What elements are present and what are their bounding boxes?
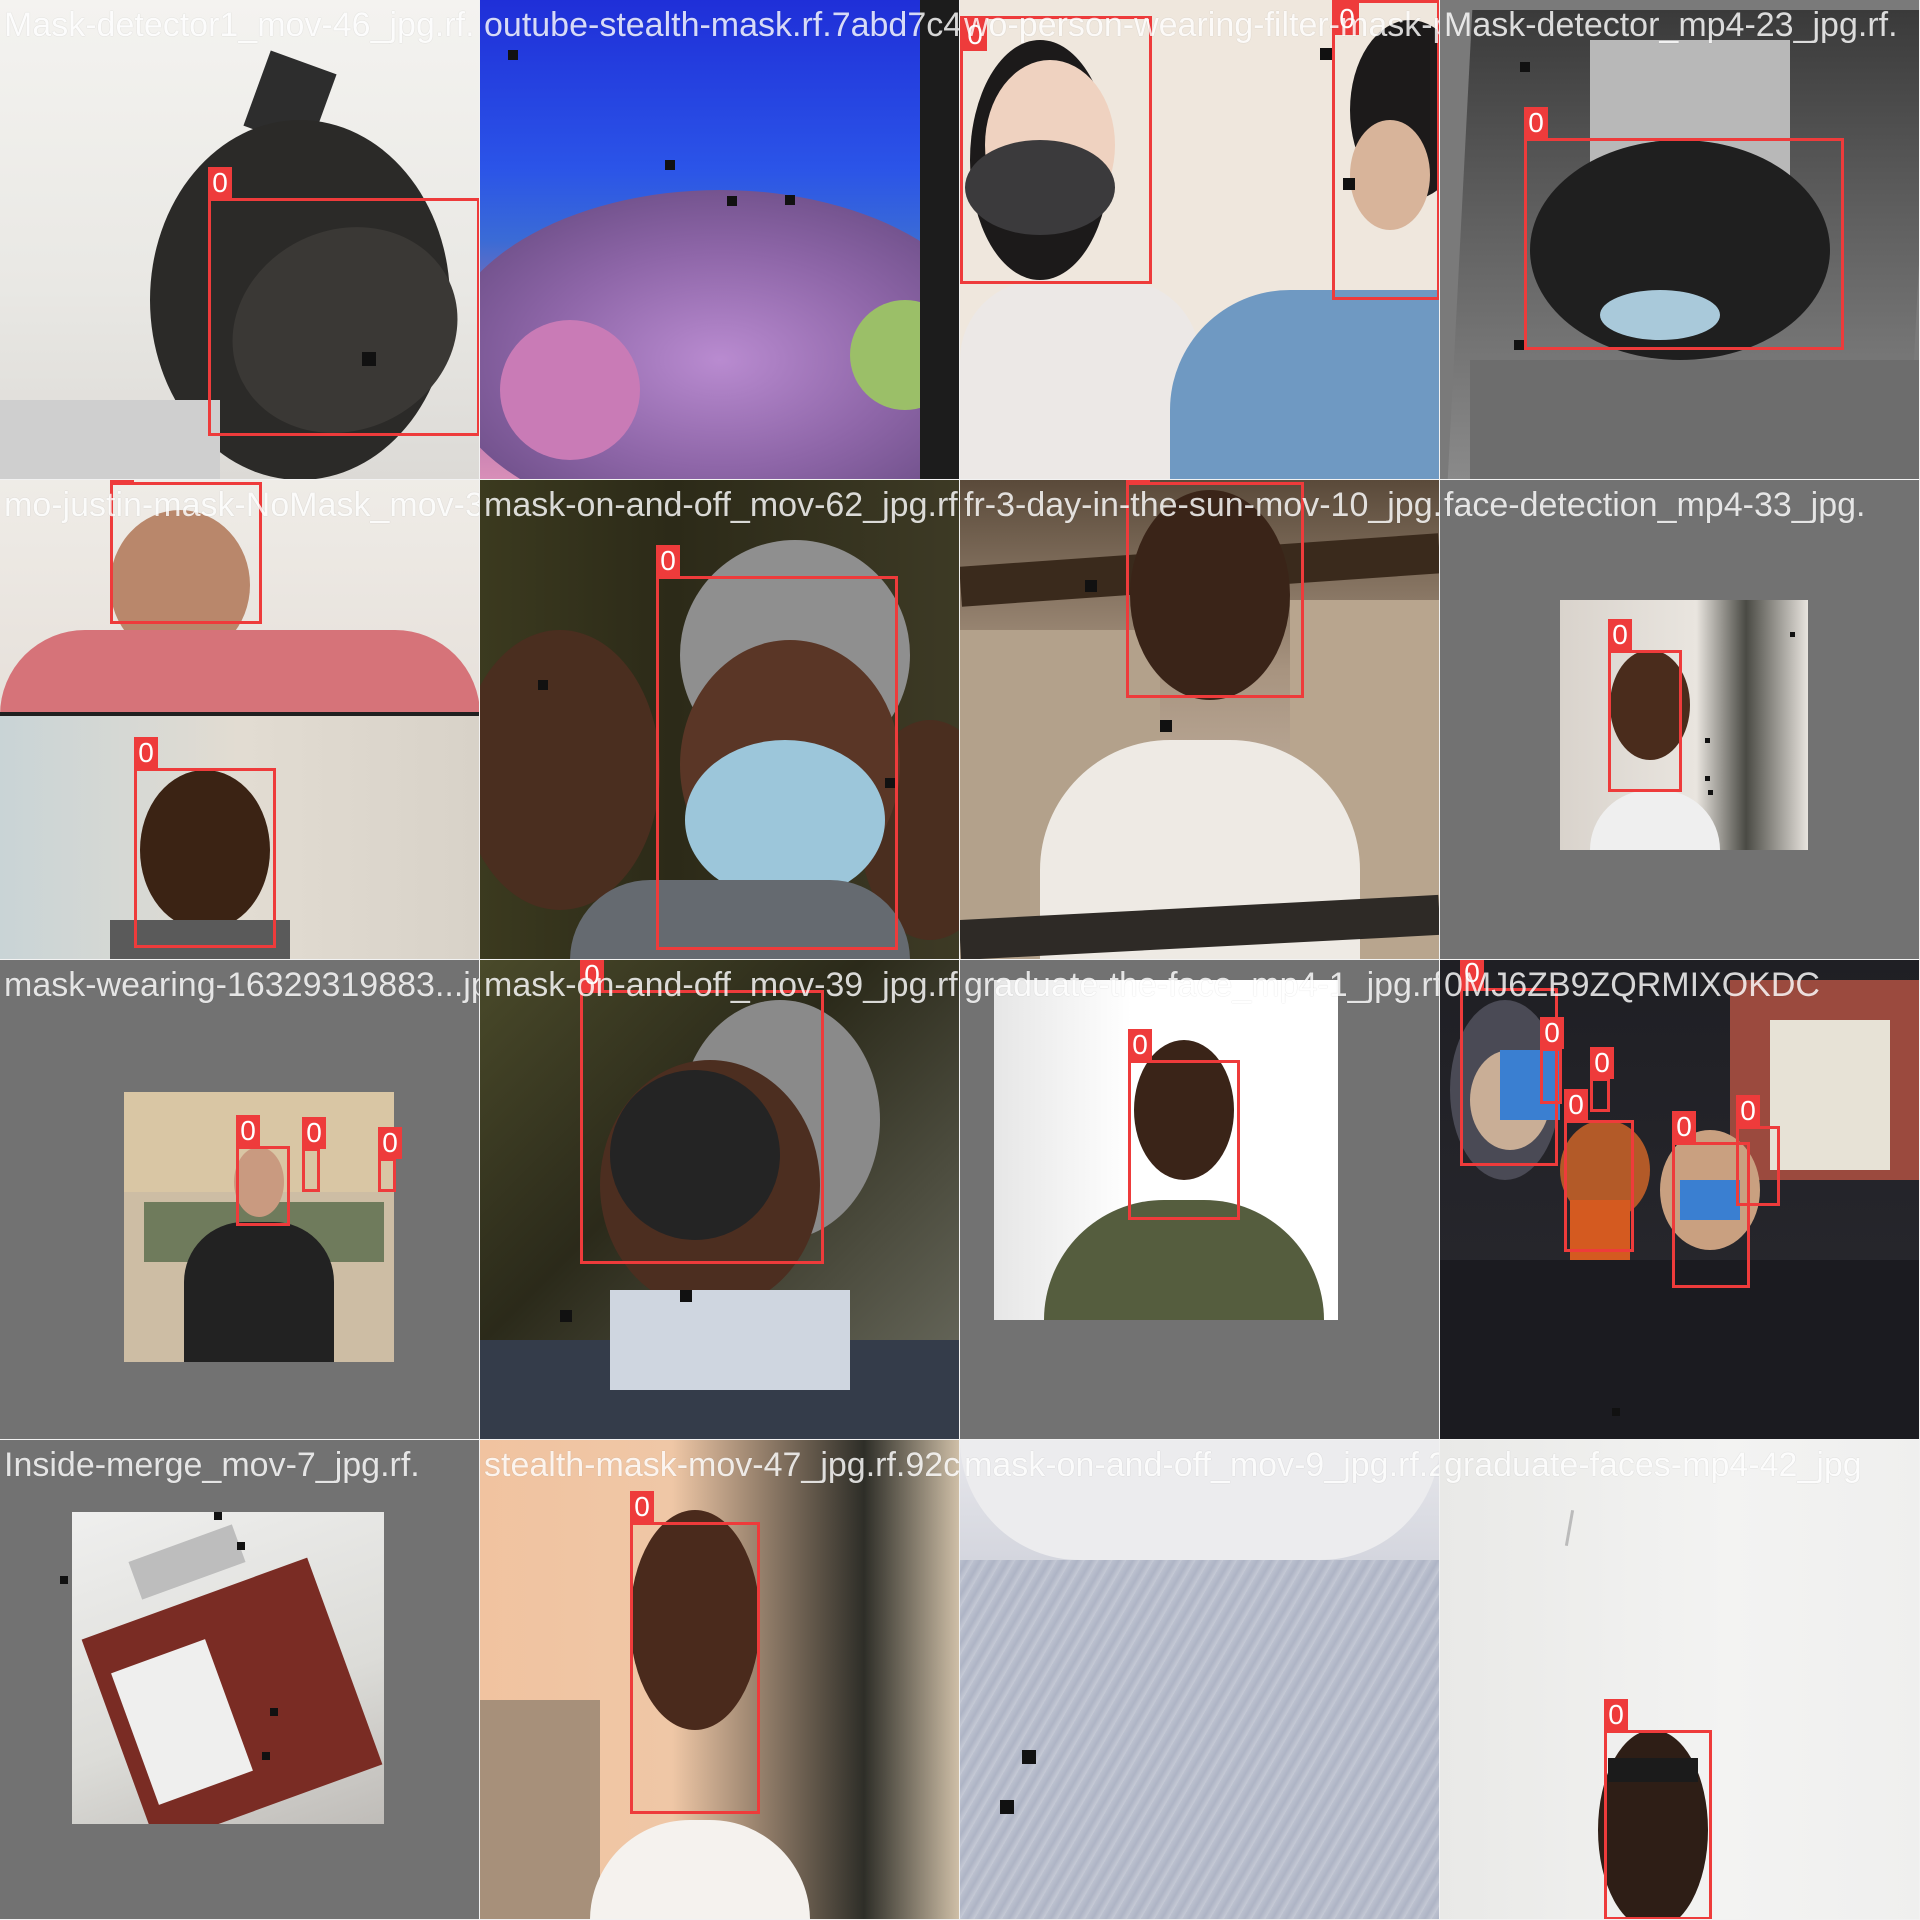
class-tag: 0 [1126,480,1150,483]
class-tag: 0 [1335,3,1359,35]
face-box: 0 [236,1115,290,1226]
tile-7-photo [960,480,1439,959]
face-box: 0 [110,480,262,624]
tile-1: 0 Mask-detector1_mov-46_jpg.rf. [0,0,480,480]
class-tag: 0 [1564,1089,1588,1121]
tile-10-photo [480,960,959,1439]
tile-8: 0 face-detection_mp4-33_jpg. [1440,480,1920,960]
tile-11: 0 graduate-the-face_mp4-1_jpg.rf. [960,960,1440,1440]
tile-4-photo [1440,0,1919,479]
face-box: 0 [1608,619,1682,792]
class-tag: 0 [580,960,604,991]
tile-8-photo [1560,600,1808,850]
class-tag: 0 [1460,960,1484,989]
class-tag: 0 [1672,1111,1696,1143]
tile-10: 0 mask-on-and-off_mov-39_jpg.rf. [480,960,960,1440]
face-box: 0 [656,545,898,950]
class-tag: 0 [963,19,987,51]
class-tag: 0 [302,1117,326,1149]
face-box: 0 [1126,480,1304,698]
tile-2-photo [480,0,959,479]
face-box: 0 [1736,1095,1780,1206]
face-box: 0 [1128,1029,1240,1220]
face-box: 0 [302,1117,326,1192]
tile-3: 0 0 wo-person-wearing-filter-mask-pm [960,0,1440,480]
class-tag: 0 [1128,1029,1152,1061]
tile-5: 0 0 mo-justin-mask-NoMask_mov-3_jpg.rf. [0,480,480,960]
face-box: 0 [580,960,824,1264]
face-box: 0 [1332,0,1439,300]
class-tag: 0 [1590,1047,1614,1079]
class-tag: 0 [208,167,232,199]
class-tag: 0 [1736,1095,1760,1127]
tile-5-photo [0,480,479,959]
class-tag: 0 [1540,1017,1564,1049]
tile-14: 0 stealth-mask-mov-47_jpg.rf.92cd [480,1440,960,1920]
class-tag: 0 [110,480,134,483]
face-box: 0 [1460,960,1558,1166]
tile-2: outube-stealth-mask.rf.7abd7c41 [480,0,960,480]
tile-16-photo [1440,1440,1919,1919]
tile-13: Inside-merge_mov-7_jpg.rf. [0,1440,480,1920]
tile-13-photo [72,1512,384,1824]
tile-11-photo [994,980,1338,1320]
tile-filename: mask-wearing-16329319883...jpg.rf. [4,966,479,1004]
tile-6: 0 mask-on-and-off_mov-62_jpg.rf. [480,480,960,960]
face-box: 0 [1604,1699,1712,1919]
tile-14-photo [480,1440,959,1919]
tile-4: 0 Mask-detector_mp4-23_jpg.rf. [1440,0,1920,480]
tile-7: 0 fr-3-day-in-the-sun-mov-10_jpg.rf.90d [960,480,1440,960]
class-tag: 0 [236,1115,260,1147]
face-box: 0 [1524,107,1844,350]
class-tag: 0 [134,737,158,769]
face-box: 0 [1540,1017,1564,1104]
tile-15-photo [960,1440,1439,1919]
tile-filename: face-detection_mp4-33_jpg. [1444,486,1866,524]
tile-filename: Inside-merge_mov-7_jpg.rf. [4,1446,420,1484]
class-tag: 0 [656,545,680,577]
face-box: 0 [208,167,479,436]
face-box: 0 [630,1491,760,1814]
class-tag: 0 [1604,1699,1628,1731]
class-tag: 0 [630,1491,654,1523]
face-box: 0 [1590,1047,1614,1112]
tile-9-photo [124,1092,394,1362]
class-tag: 0 [1524,107,1548,139]
tile-12-photo [1440,960,1919,1439]
face-box: 0 [1564,1089,1634,1252]
tile-16: 0 graduate-faces-mp4-42_jpg [1440,1440,1920,1920]
tile-1-photo [0,0,479,479]
tile-3-photo [960,0,1439,479]
class-tag: 0 [378,1127,402,1159]
face-box: 0 [134,737,276,948]
tile-12: 0 0 0 0 0 0 0MJ6ZB9ZQRMIXOKDC [1440,960,1920,1440]
face-box: 0 [378,1127,402,1192]
class-tag: 0 [1608,619,1632,651]
tile-9: 0 0 0 mask-wearing-16329319883...jpg.rf. [0,960,480,1440]
face-box: 0 [1672,1111,1750,1288]
tile-15: mask-on-and-off_mov-9_jpg.rf.2cb [960,1440,1440,1920]
face-box: 0 [960,16,1152,284]
